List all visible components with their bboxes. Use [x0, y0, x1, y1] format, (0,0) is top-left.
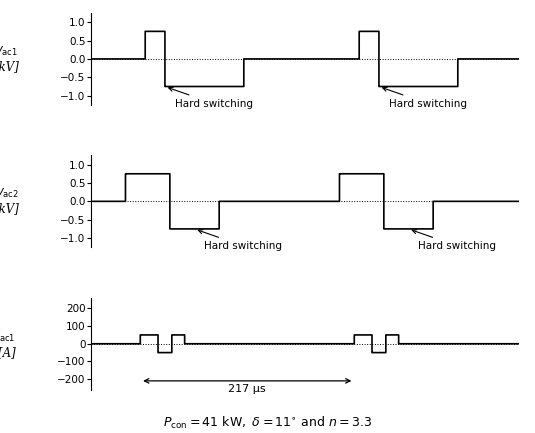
- Y-axis label: $v_{\rm ac2}$
[kV]: $v_{\rm ac2}$ [kV]: [0, 187, 19, 215]
- Text: Hard switching: Hard switching: [169, 87, 253, 109]
- Y-axis label: $v_{\rm ac1}$
[kV]: $v_{\rm ac1}$ [kV]: [0, 45, 19, 73]
- Text: Hard switching: Hard switching: [198, 229, 282, 251]
- Text: Hard switching: Hard switching: [383, 87, 467, 109]
- Text: Hard switching: Hard switching: [412, 229, 496, 251]
- Y-axis label: $i_{\rm ac1}$
[A]: $i_{\rm ac1}$ [A]: [0, 328, 16, 359]
- Text: $P_{\rm con} = 41\ {\rm kW},\ \delta = 11^{\circ}\ {\rm and}\ n = 3.3$: $P_{\rm con} = 41\ {\rm kW},\ \delta = 1…: [163, 415, 372, 431]
- Text: 217 μs: 217 μs: [228, 384, 266, 394]
